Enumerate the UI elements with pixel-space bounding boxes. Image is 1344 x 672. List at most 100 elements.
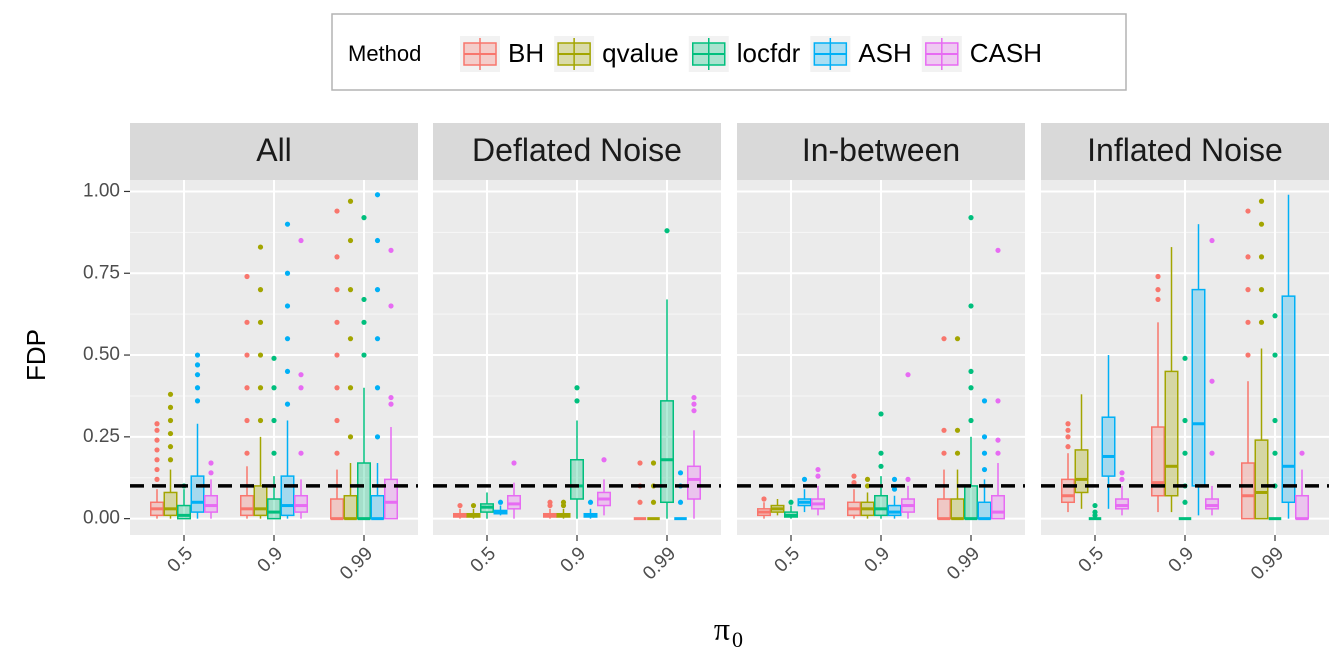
x-tick-label: 0.5 (467, 543, 501, 577)
outlier (347, 198, 354, 204)
outlier (497, 499, 504, 505)
outlier (208, 470, 214, 476)
outlier (511, 460, 517, 466)
outlier (1272, 313, 1278, 319)
x-tick-label: 0.9 (861, 543, 895, 577)
outlier (347, 385, 354, 391)
outlier (1209, 450, 1215, 456)
outlier (1258, 221, 1265, 227)
outlier (334, 287, 340, 293)
outlier (374, 287, 381, 293)
box (570, 458, 584, 500)
box (937, 498, 951, 520)
legend-label: qvalue (602, 38, 679, 68)
outlier (1272, 352, 1278, 358)
outlier (334, 254, 340, 260)
outlier (601, 457, 607, 463)
box (240, 494, 254, 517)
outlier (954, 336, 961, 342)
outlier (1258, 198, 1265, 204)
x-tick-label: 0.99 (336, 543, 377, 584)
strip-title: All (256, 132, 292, 168)
outlier (1272, 417, 1278, 424)
outlier (968, 417, 974, 424)
outlier (1258, 254, 1265, 260)
box (1254, 439, 1269, 520)
box (687, 465, 701, 500)
box (1241, 462, 1255, 520)
x-tick-label: 0.5 (1075, 543, 1109, 577)
outlier (1182, 450, 1188, 456)
outlier (284, 221, 291, 227)
outlier (1258, 287, 1265, 293)
outlier (257, 417, 264, 424)
outlier (1245, 208, 1251, 214)
outlier (878, 411, 884, 417)
outlier (1245, 319, 1251, 325)
outlier (941, 427, 947, 433)
outlier (968, 368, 974, 375)
outlier (334, 208, 340, 214)
outlier (851, 480, 857, 486)
box (253, 485, 268, 517)
outlier (691, 394, 697, 401)
outlier (374, 434, 381, 440)
y-tick-label: 0.75 (83, 262, 120, 283)
strip (1041, 123, 1329, 180)
outlier (1182, 499, 1188, 505)
outlier (167, 444, 174, 450)
outlier (801, 476, 808, 482)
outlier (677, 470, 684, 476)
outlier (1299, 450, 1305, 456)
outlier (167, 391, 174, 397)
outlier (244, 417, 250, 424)
outlier (257, 319, 264, 325)
outlier (637, 499, 643, 505)
outlier (298, 372, 304, 378)
outlier (864, 483, 871, 489)
outlier (257, 244, 264, 250)
strip (433, 123, 721, 180)
outlier (981, 434, 988, 440)
outlier (374, 237, 381, 244)
outlier (1182, 355, 1188, 361)
outlier (361, 319, 367, 325)
box (1061, 478, 1075, 504)
outlier (271, 385, 277, 391)
outlier (194, 362, 201, 368)
outlier (995, 450, 1001, 456)
outlier (257, 385, 264, 391)
outlier (1119, 476, 1125, 482)
box (163, 491, 178, 517)
outlier (334, 385, 340, 391)
outlier (298, 385, 304, 391)
outlier (388, 247, 394, 253)
outlier (547, 499, 553, 505)
x-tick-label: 0.9 (557, 543, 591, 577)
outlier (1155, 296, 1161, 303)
box (343, 494, 358, 520)
outlier (334, 319, 340, 325)
outlier (878, 450, 884, 456)
outlier (388, 394, 394, 401)
box (964, 485, 978, 520)
outlier (334, 450, 340, 456)
outlier (1065, 427, 1071, 433)
outlier (815, 466, 821, 473)
outlier (995, 437, 1001, 443)
outlier (347, 336, 354, 342)
outlier (1092, 502, 1098, 509)
outlier (981, 450, 988, 456)
outlier (271, 355, 277, 361)
outlier (587, 499, 594, 505)
outlier (244, 385, 250, 391)
outlier (347, 237, 354, 244)
box (190, 475, 205, 513)
outlier (154, 457, 160, 463)
strip (737, 123, 1025, 180)
y-axis-title: FDP (21, 329, 51, 381)
outlier (374, 385, 381, 391)
x-tick-label: 0.99 (639, 543, 680, 584)
outlier (954, 427, 961, 433)
outlier (1155, 287, 1161, 293)
